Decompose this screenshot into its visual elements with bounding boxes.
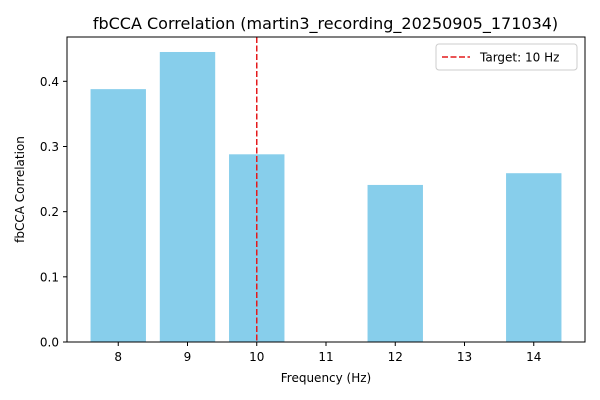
legend: Target: 10 Hz xyxy=(435,43,578,71)
y-tick-label: 0.0 xyxy=(40,336,59,350)
legend-target-label: Target: 10 Hz xyxy=(479,51,559,65)
y-tick-label: 0.4 xyxy=(40,75,59,89)
x-tick-label: 8 xyxy=(114,350,122,364)
y-axis: 0.0 0.1 0.2 0.3 0.4 xyxy=(40,75,67,350)
x-tick-label: 10 xyxy=(249,350,264,364)
chart-title: fbCCA Correlation (martin3_recording_202… xyxy=(93,14,558,34)
x-tick-label: 13 xyxy=(457,350,472,364)
x-tick-label: 14 xyxy=(526,350,541,364)
legend-box xyxy=(435,43,578,71)
x-tick-label: 9 xyxy=(184,350,192,364)
bar-9hz xyxy=(159,51,216,342)
y-tick-label: 0.1 xyxy=(40,270,59,284)
bars xyxy=(90,51,562,342)
bar-8hz xyxy=(90,89,146,342)
y-tick-label: 0.2 xyxy=(40,205,59,219)
y-tick-label: 0.3 xyxy=(40,140,59,154)
y-axis-label: fbCCA Correlation xyxy=(13,136,27,243)
x-axis: 8 9 10 11 12 13 14 xyxy=(114,342,541,364)
bar-12hz xyxy=(367,184,423,342)
x-axis-label: Frequency (Hz) xyxy=(281,371,372,385)
bar-14hz xyxy=(506,173,562,342)
x-tick-label: 12 xyxy=(388,350,403,364)
x-tick-label: 11 xyxy=(318,350,333,364)
